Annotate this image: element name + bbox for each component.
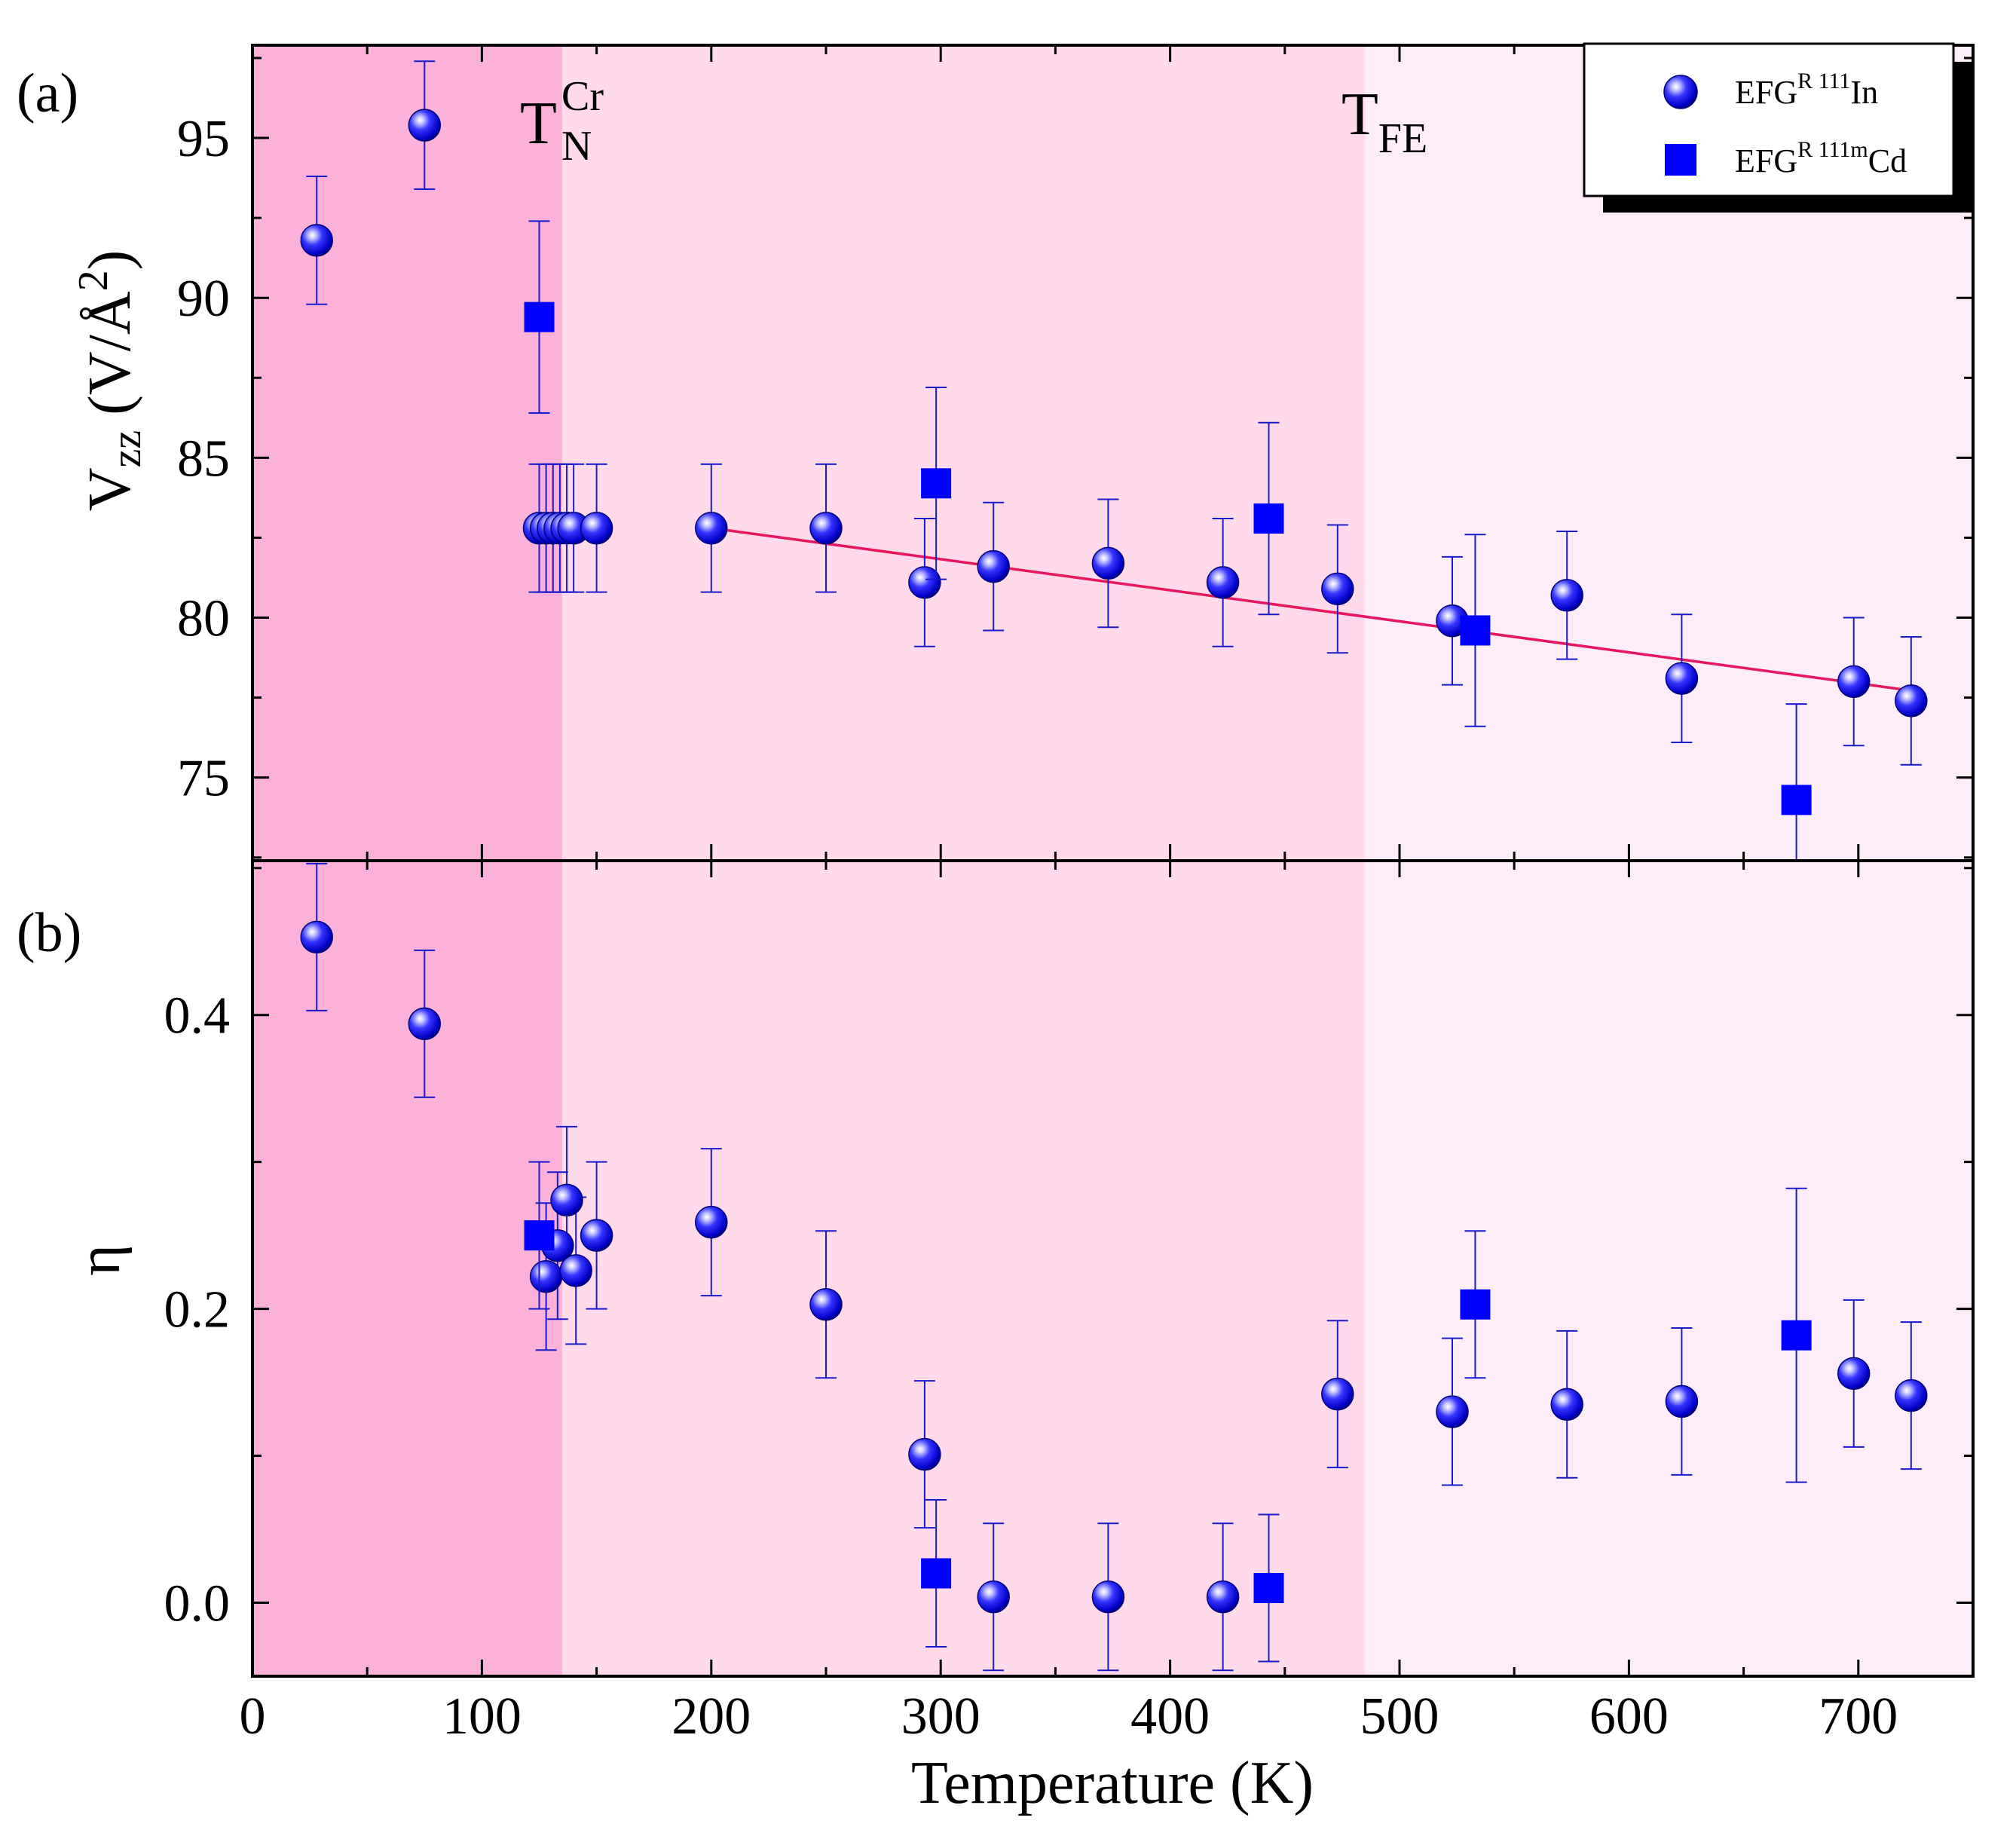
annotation-tfe-sub: FE (1378, 115, 1427, 162)
panel-b-sphere-point-4 (550, 1183, 583, 1217)
linear-fit-layer (711, 526, 1917, 693)
panel-b-sphere-point-1 (408, 1007, 442, 1041)
panel-b-sphere-point-8 (809, 1288, 843, 1321)
legend-entry-cd-sup: R 111m (1797, 137, 1868, 162)
xtick-label-2: 200 (671, 1687, 751, 1746)
y-axis-label-vzz-close: ) (77, 250, 143, 271)
panel-a-sphere-point-10 (809, 511, 843, 545)
panel-a-ytick-label-2: 85 (177, 430, 230, 488)
xtick-label-5: 500 (1360, 1687, 1439, 1746)
panel-a-sphere-point-0 (300, 224, 333, 257)
xtick-label-6: 600 (1589, 1687, 1669, 1746)
panel-b-square-point-2 (1253, 1573, 1284, 1604)
panel-label-a: (a) (17, 63, 78, 124)
panel-a-ytick-label-3: 90 (177, 270, 230, 328)
panel-b-square-point-0 (524, 1220, 555, 1251)
annotation-tn-cr: T (520, 90, 557, 157)
panel-b-sphere-point-10 (977, 1580, 1010, 1614)
panel-a-ytick-label-1: 80 (177, 590, 230, 648)
legend-marker-sphere (1663, 75, 1698, 109)
xtick-label-0: 0 (240, 1687, 266, 1746)
panel-b-sphere-point-6 (580, 1219, 613, 1252)
panel-b-sphere-point-11 (1091, 1580, 1125, 1614)
y-axis-label-vzz-base: V (77, 468, 143, 512)
panel-a-ytick-label-0: 75 (177, 750, 230, 808)
panel-b-square-point-4 (1781, 1320, 1812, 1351)
tick-labels: 75 80 85 90 95 0.0 0.2 0.4 0 100 200 300 400 500 600 70… (164, 110, 1898, 1746)
annotation-tn-cr-sub: N (561, 123, 592, 170)
panel-a-ytick-label-4: 95 (177, 110, 230, 168)
y-axis-label-vzz-sub: zz (103, 430, 150, 468)
panel-a-sphere-point-8 (580, 511, 613, 545)
panel-a-square-point-3 (1460, 615, 1491, 646)
xtick-label-4: 400 (1130, 1687, 1210, 1746)
tick-marks (251, 45, 1973, 1676)
axes-frame (251, 44, 1975, 1678)
y-axis-label-vzz-sup: 2 (70, 270, 117, 291)
panel-b-sphere-point-7 (695, 1205, 728, 1239)
panel-a-sphere-point-1 (408, 109, 442, 142)
legend-box (1583, 42, 1955, 197)
data-points-layer (300, 60, 1928, 1672)
legend-marker-square (1665, 144, 1696, 176)
panel-b-sphere-point-18 (1895, 1378, 1928, 1412)
panel-a-square-point-1 (921, 468, 952, 499)
panel-a-square-point-2 (1253, 503, 1284, 534)
panel-label-b: (b) (17, 902, 81, 964)
legend-entry-cd-tail: Cd (1868, 142, 1907, 179)
annotation-tn-cr-base: T (520, 90, 557, 157)
panel-a-linear-fit (711, 526, 1917, 693)
panel-b-sphere-point-13 (1321, 1377, 1354, 1411)
panel-b-sphere-point-17 (1837, 1357, 1871, 1391)
panel-a-sphere-point-19 (1837, 665, 1871, 699)
panel-b-ytick-label-1: 0.2 (164, 1281, 231, 1339)
panel-b-square-point-1 (921, 1558, 952, 1589)
y-axis-label-vzz: Vzz (V/Å2) (70, 250, 150, 512)
panel-a-sphere-point-17 (1550, 579, 1583, 612)
legend-entry-in-sup: R 111 (1797, 69, 1850, 93)
panel-a-sphere-point-14 (1206, 566, 1240, 599)
panel-a-data (300, 60, 1928, 861)
panel-a-sphere-point-20 (1895, 684, 1928, 718)
panel-b-frame (251, 859, 1975, 1678)
panel-b-sphere-point-15 (1550, 1388, 1583, 1421)
panel-a-sphere-point-11 (908, 566, 941, 599)
panel-b-ytick-label-2: 0.4 (164, 987, 231, 1045)
y-axis-label-eta: η (66, 1244, 133, 1276)
xtick-label-7: 700 (1819, 1687, 1898, 1746)
y-axis-label-vzz-unit: (V/Å (77, 291, 143, 430)
panel-a-sphere-point-13 (1091, 546, 1125, 580)
legend-entry-in-base: EFG (1735, 74, 1797, 111)
legend-entry-cd: EFGR 111mCd (1735, 137, 1907, 179)
annotation-tfe: TFE (1341, 81, 1427, 162)
panel-a-square-point-4 (1781, 785, 1812, 815)
panel-a-sphere-point-15 (1321, 572, 1354, 606)
xtick-label-3: 300 (901, 1687, 980, 1746)
annotation-tn-cr-sup: Cr (561, 73, 604, 120)
panel-b-sphere-point-2 (529, 1259, 563, 1293)
panel-b-square-point-3 (1460, 1289, 1491, 1320)
annotation-tfe-base: T (1341, 81, 1378, 148)
panel-b-sphere-point-16 (1665, 1385, 1699, 1418)
legend-entry-in: EFGR 111In (1735, 69, 1878, 111)
panel-a-sphere-point-12 (977, 549, 1010, 583)
legend-entry-in-tail: In (1850, 74, 1878, 111)
panel-b-sphere-point-9 (908, 1437, 941, 1471)
legend: EFGR 111In EFGR 111mCd (1583, 42, 1972, 213)
x-axis-label: Temperature (K) (911, 1750, 1314, 1816)
panel-b-ytick-label-0: 0.0 (164, 1575, 231, 1633)
legend-entry-cd-base: EFG (1735, 142, 1797, 179)
panel-a-sphere-point-9 (695, 511, 728, 545)
panel-b-sphere-point-14 (1436, 1395, 1469, 1428)
panel-a-sphere-point-18 (1665, 662, 1699, 695)
panel-b-data (300, 862, 1928, 1672)
panel-b-sphere-point-5 (559, 1254, 592, 1287)
panel-b-sphere-point-12 (1206, 1580, 1240, 1614)
panel-b-sphere-point-0 (300, 920, 333, 954)
panel-a-square-point-0 (524, 301, 555, 332)
xtick-label-1: 100 (442, 1687, 522, 1746)
